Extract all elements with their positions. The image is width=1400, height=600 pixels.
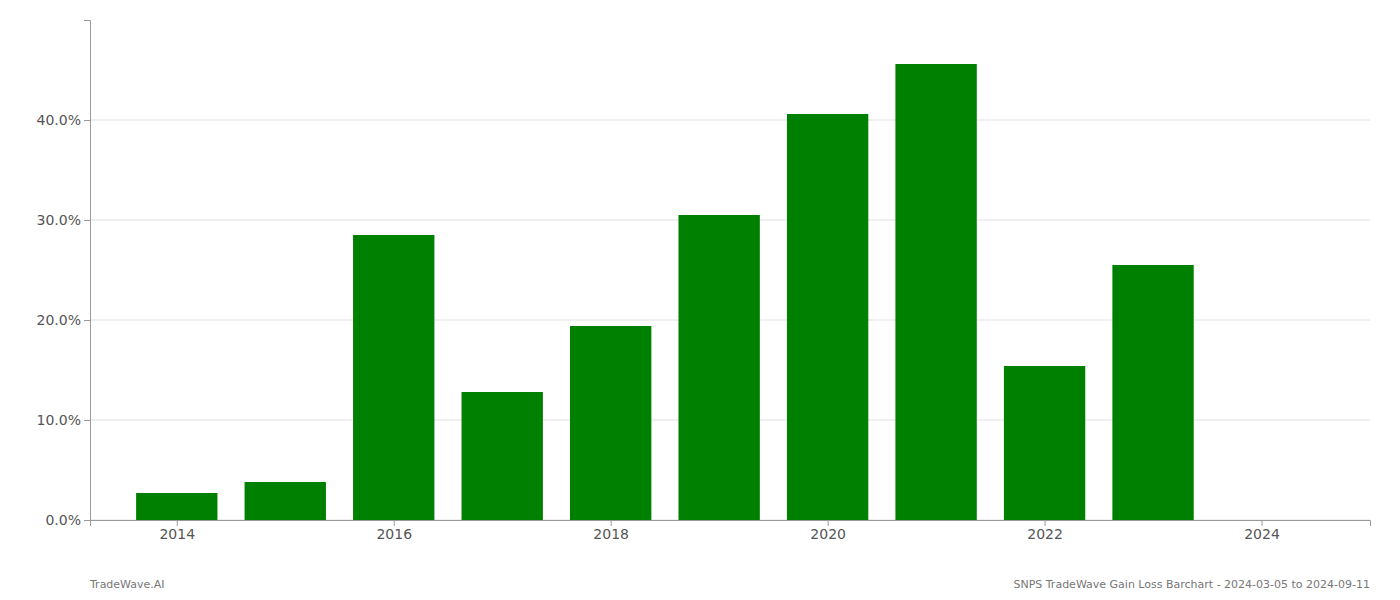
x-tick-label: 2022 <box>1027 526 1063 542</box>
bar <box>245 482 326 520</box>
x-tick-label: 2020 <box>810 526 846 542</box>
footer-text: TradeWave.AI <box>89 578 165 591</box>
x-tick: 2014 <box>159 520 195 542</box>
chart-svg: 2014 2016 2018 2020 2022 2024 0.0% 10.0% 20.0% 30… <box>0 0 1400 600</box>
y-tick-label: 20.0% <box>37 312 81 328</box>
x-tick: 2024 <box>1244 520 1280 542</box>
x-tick-label: 2018 <box>593 526 629 542</box>
y-tick: 20.0% <box>37 312 90 328</box>
grid <box>90 120 1370 520</box>
plot-area: 2014 2016 2018 2020 2022 2024 0.0% 10.0% 20.0% 30… <box>37 21 1371 542</box>
bar <box>1004 366 1085 520</box>
y-tick-label: 10.0% <box>37 412 81 428</box>
x-tick: 2018 <box>593 520 629 542</box>
y-axis: 0.0% 10.0% 20.0% 30.0% 40.0% <box>37 21 91 528</box>
bar <box>787 114 868 520</box>
y-tick-mark <box>84 120 90 121</box>
bar <box>136 493 217 520</box>
x-axis-line <box>91 521 1371 527</box>
y-tick-mark <box>84 320 90 321</box>
bar <box>1112 265 1193 520</box>
y-tick: 30.0% <box>37 212 90 228</box>
bar <box>462 392 543 520</box>
y-tick-label: 30.0% <box>37 212 81 228</box>
y-tick: 0.0% <box>45 512 90 528</box>
y-tick: 40.0% <box>37 112 90 128</box>
x-tick: 2016 <box>376 520 412 542</box>
grid-line <box>90 120 1370 121</box>
x-tick: 2022 <box>1027 520 1063 542</box>
x-axis: 2014 2016 2018 2020 2022 2024 <box>91 520 1371 542</box>
y-axis-line <box>84 21 91 521</box>
bars <box>136 64 1194 520</box>
x-tick-label: 2016 <box>376 526 412 542</box>
y-tick-mark <box>84 420 90 421</box>
x-tick: 2020 <box>810 520 846 542</box>
footer-text: SNPS TradeWave Gain Loss Barchart - 2024… <box>1013 578 1370 591</box>
y-tick: 10.0% <box>37 412 90 428</box>
y-tick-label: 0.0% <box>45 512 81 528</box>
bar <box>678 215 759 520</box>
bar <box>895 64 976 520</box>
bar <box>570 326 651 520</box>
chart-container: 2014 2016 2018 2020 2022 2024 0.0% 10.0% 20.0% 30… <box>0 0 1400 600</box>
y-tick-label: 40.0% <box>37 112 81 128</box>
bar <box>353 235 434 520</box>
x-tick-label: 2014 <box>159 526 195 542</box>
y-tick-mark <box>84 220 90 221</box>
x-tick-label: 2024 <box>1244 526 1280 542</box>
y-tick-mark <box>84 520 90 521</box>
